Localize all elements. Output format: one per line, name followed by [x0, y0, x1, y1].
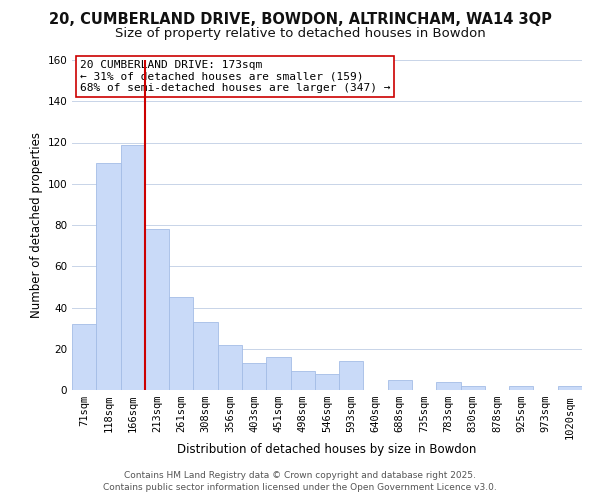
Bar [461, 386, 485, 390]
Bar [193, 322, 218, 390]
Bar [436, 382, 461, 390]
Bar [290, 372, 315, 390]
Bar [339, 361, 364, 390]
Text: Size of property relative to detached houses in Bowdon: Size of property relative to detached ho… [115, 28, 485, 40]
Text: 20 CUMBERLAND DRIVE: 173sqm
← 31% of detached houses are smaller (159)
68% of se: 20 CUMBERLAND DRIVE: 173sqm ← 31% of det… [80, 60, 390, 93]
Bar [169, 297, 193, 390]
Bar [509, 386, 533, 390]
Bar [72, 324, 96, 390]
Bar [558, 386, 582, 390]
Bar [242, 363, 266, 390]
Bar [218, 344, 242, 390]
Bar [266, 357, 290, 390]
Bar [388, 380, 412, 390]
Text: 20, CUMBERLAND DRIVE, BOWDON, ALTRINCHAM, WA14 3QP: 20, CUMBERLAND DRIVE, BOWDON, ALTRINCHAM… [49, 12, 551, 28]
Bar [145, 229, 169, 390]
Bar [121, 144, 145, 390]
Text: Contains HM Land Registry data © Crown copyright and database right 2025.
Contai: Contains HM Land Registry data © Crown c… [103, 471, 497, 492]
Bar [315, 374, 339, 390]
X-axis label: Distribution of detached houses by size in Bowdon: Distribution of detached houses by size … [178, 443, 476, 456]
Bar [96, 163, 121, 390]
Y-axis label: Number of detached properties: Number of detached properties [30, 132, 43, 318]
